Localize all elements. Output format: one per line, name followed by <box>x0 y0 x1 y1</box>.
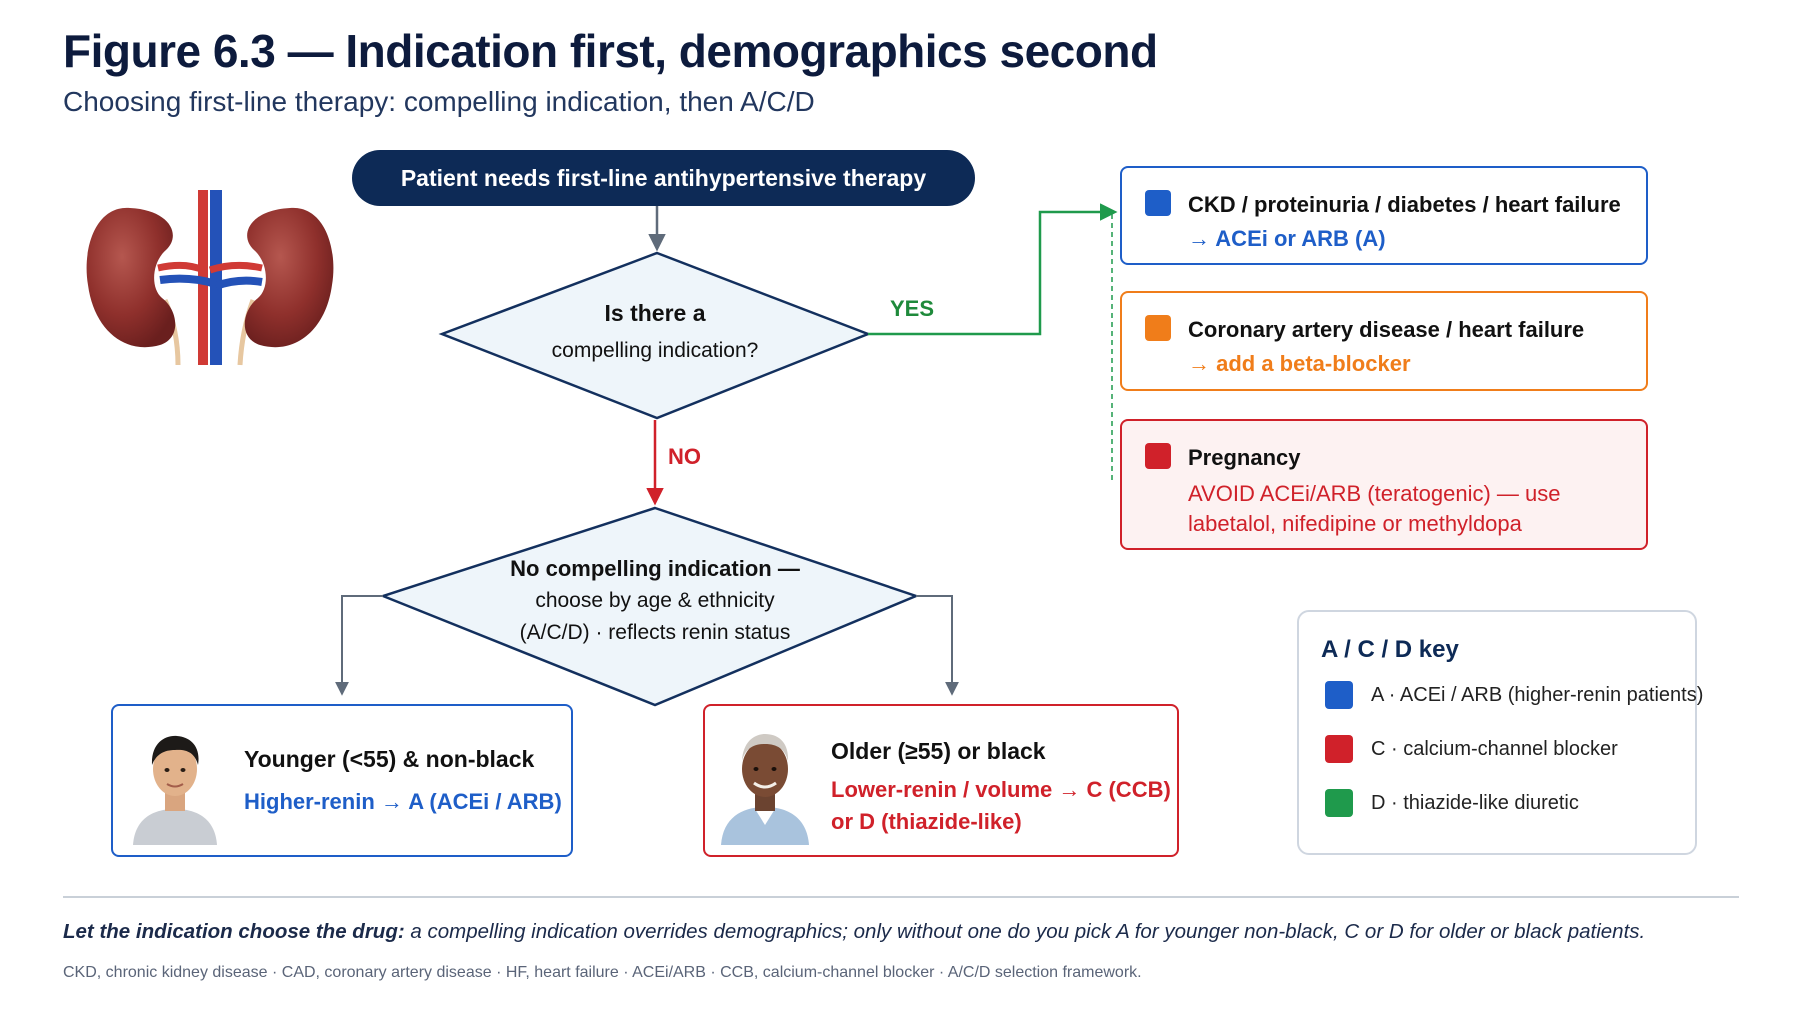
key-label-d: D · thiazide-like diuretic <box>1371 791 1579 814</box>
start-node: Patient needs first-line antihypertensiv… <box>352 150 975 206</box>
key-item-a: A · ACEi / ARB (higher-renin patients) <box>1325 680 1703 710</box>
key-title: A / C / D key <box>1321 636 1459 663</box>
indication-condition: Pregnancy <box>1188 445 1301 470</box>
indication-ckd-box: CKD / proteinuria / diabetes / heart fai… <box>1120 166 1648 265</box>
footer-divider <box>63 896 1739 898</box>
young-recommendation: Higher-renin → A (ACEi / ARB) <box>244 789 562 814</box>
arrow-to-old <box>916 595 959 696</box>
green-square-icon <box>1325 789 1353 817</box>
decision-1-text: Is there a compelling indication? <box>470 300 840 363</box>
blue-square-icon <box>1145 190 1171 216</box>
key-label-c: C · calcium-channel blocker <box>1371 737 1618 760</box>
younger-nonblack-box: Younger (<55) & non-black Higher-renin →… <box>111 704 573 857</box>
old-recommendation: Lower-renin / volume → C (CCB) or D (thi… <box>831 777 1171 834</box>
figure-title: Figure 6.3 — Indication first, demograph… <box>63 25 1158 77</box>
orange-square-icon <box>1145 315 1171 341</box>
decision-diamond-2 <box>379 506 920 707</box>
decision-1-line1: Is there a <box>604 300 706 326</box>
decision-2-text: No compelling indication — choose by age… <box>405 553 905 649</box>
red-square-icon <box>1325 735 1353 763</box>
footer-abbreviations: CKD, chronic kidney disease · CAD, coron… <box>63 964 1142 981</box>
indication-action: → add a beta-blocker <box>1188 351 1411 376</box>
indication-cad-box: Coronary artery disease / heart failure … <box>1120 291 1648 391</box>
yes-label: YES <box>890 296 935 321</box>
yes-arrow <box>868 203 1118 336</box>
young-title: Younger (<55) & non-black <box>244 746 535 772</box>
key-item-d: D · thiazide-like diuretic <box>1325 788 1579 818</box>
figure-subtitle: Choosing first-line therapy: compelling … <box>63 86 815 117</box>
footer-lead: Let the indication choose the drug: <box>63 920 405 943</box>
indication-condition: CKD / proteinuria / diabetes / heart fai… <box>1188 192 1621 217</box>
acd-key-legend: A / C / D key A · ACEi / ARB (higher-ren… <box>1297 610 1703 855</box>
red-square-icon <box>1145 443 1171 469</box>
young-man-portrait-icon <box>133 735 217 845</box>
arrow-to-young <box>335 595 383 696</box>
kidney-illustration <box>86 190 334 366</box>
footer-takeaway: Let the indication choose the drug: a co… <box>63 920 1645 944</box>
no-label: NO <box>668 444 701 469</box>
decision-diamond-1 <box>438 251 872 420</box>
decision-2-line3: (A/C/D) · reflects renin status <box>519 621 791 644</box>
blue-square-icon <box>1325 681 1353 709</box>
indication-pregnancy-box: Pregnancy AVOID ACEi/ARB (teratogenic) —… <box>1120 419 1648 550</box>
old-title: Older (≥55) or black <box>831 738 1046 764</box>
key-label-a: A · ACEi / ARB (higher-renin patients) <box>1371 683 1704 706</box>
decision-1-line2: compelling indication? <box>551 339 759 362</box>
older-man-portrait-icon <box>721 734 809 845</box>
older-black-box: Older (≥55) or black Lower-renin / volum… <box>703 704 1179 857</box>
indication-action: → ACEi or ARB (A) <box>1188 226 1386 251</box>
footer-text: a compelling indication overrides demogr… <box>404 920 1646 943</box>
decision-2-line2: choose by age & ethnicity <box>535 589 775 612</box>
decision-2-line1: No compelling indication — <box>510 556 800 581</box>
indication-action: AVOID ACEi/ARB (teratogenic) — use labet… <box>1188 481 1561 536</box>
key-item-c: C · calcium-channel blocker <box>1325 734 1618 764</box>
indication-condition: Coronary artery disease / heart failure <box>1188 317 1585 342</box>
